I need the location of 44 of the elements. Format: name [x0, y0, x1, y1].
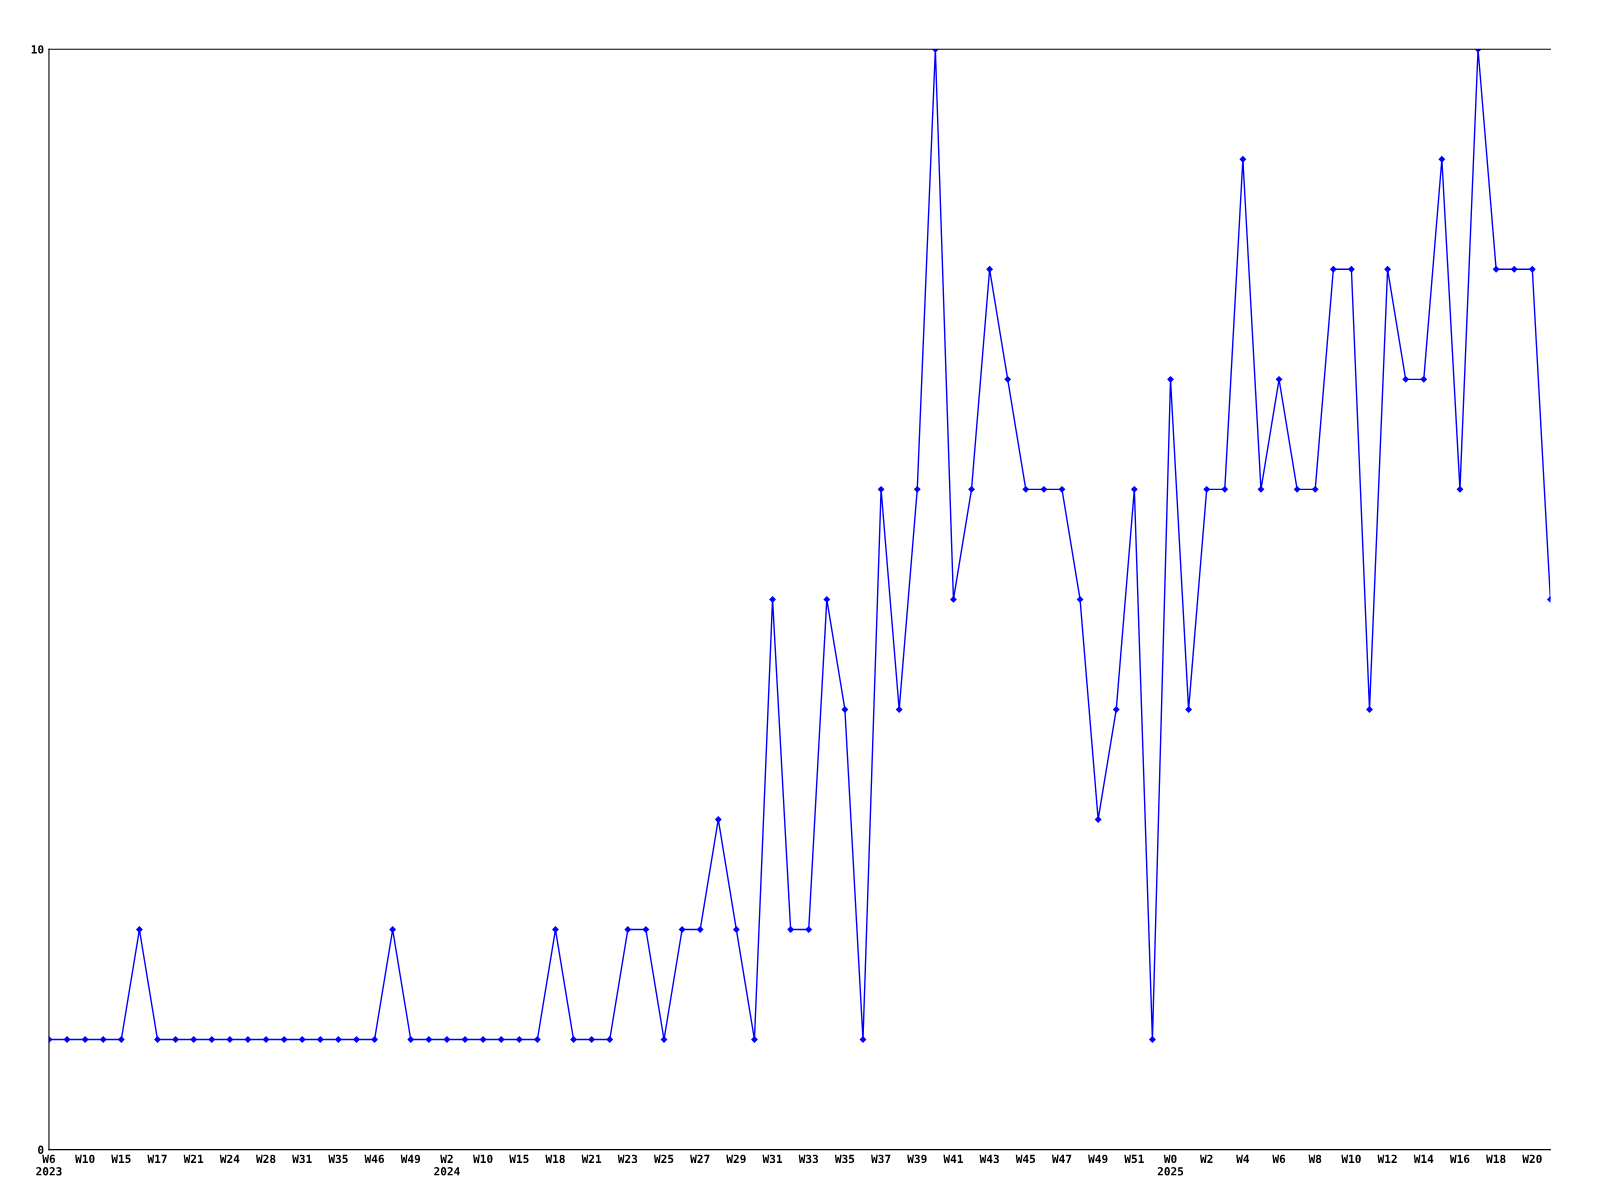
- x-tick-label: W25: [653, 1154, 674, 1164]
- x-tick-label: W46: [364, 1154, 385, 1164]
- y-tick-label: 0: [38, 1145, 44, 1154]
- x-tick-label: W33: [798, 1154, 819, 1164]
- x-tick-label: W18: [545, 1154, 565, 1164]
- x-tick-label: W45: [1015, 1154, 1036, 1164]
- x-tick-label: W6: [1272, 1154, 1286, 1164]
- x-tick-label: W39: [907, 1154, 927, 1164]
- x-tick-label: W10: [1341, 1154, 1361, 1164]
- x-tick-label: W20: [1522, 1154, 1542, 1164]
- x-tick-label: W47: [1051, 1154, 1072, 1163]
- x-tick-label: W14: [1413, 1154, 1434, 1163]
- x-tick-label: W8: [1308, 1154, 1322, 1164]
- x-tick-label: W27: [690, 1154, 710, 1163]
- x-tick-label: W15: [509, 1154, 529, 1164]
- x-tick-label: W6 2023: [36, 1154, 62, 1176]
- x-tick-label: W17: [147, 1154, 167, 1163]
- x-tick-label: W35: [328, 1154, 348, 1164]
- x-tick-label: W24: [219, 1154, 240, 1163]
- y-tick-label: 10: [31, 45, 44, 54]
- x-tick-label: W21: [183, 1154, 204, 1163]
- x-tick-label: W0 2025: [1157, 1154, 1184, 1176]
- x-tick-label: W49: [1088, 1154, 1108, 1164]
- x-tick-label: W21: [581, 1154, 602, 1163]
- x-tick-label: W37: [871, 1154, 891, 1164]
- x-tick-label: W4: [1236, 1154, 1250, 1163]
- x-tick-label: W2 2024: [434, 1154, 460, 1176]
- x-tick-label: W2: [1200, 1154, 1213, 1163]
- x-tick-label: W51: [1124, 1154, 1144, 1164]
- x-tick-label: W31: [762, 1154, 783, 1164]
- x-tick-label: W49: [400, 1154, 421, 1164]
- x-tick-label: W35: [834, 1154, 855, 1164]
- x-tick-label: W29: [726, 1154, 746, 1164]
- x-tick-label: W15: [111, 1154, 131, 1164]
- x-tick-label: W28: [256, 1154, 276, 1164]
- x-tick-label: W23: [617, 1154, 638, 1164]
- x-tick-label: W12: [1377, 1154, 1397, 1163]
- x-tick-label: W43: [979, 1154, 999, 1164]
- x-tick-label: W31: [292, 1154, 312, 1164]
- x-tick-label: W16: [1449, 1154, 1470, 1164]
- x-tick-label: W18: [1486, 1154, 1506, 1164]
- x-tick-label: W10: [75, 1154, 95, 1164]
- x-tick-label: W41: [943, 1154, 963, 1163]
- x-tick-label: W10: [473, 1154, 493, 1164]
